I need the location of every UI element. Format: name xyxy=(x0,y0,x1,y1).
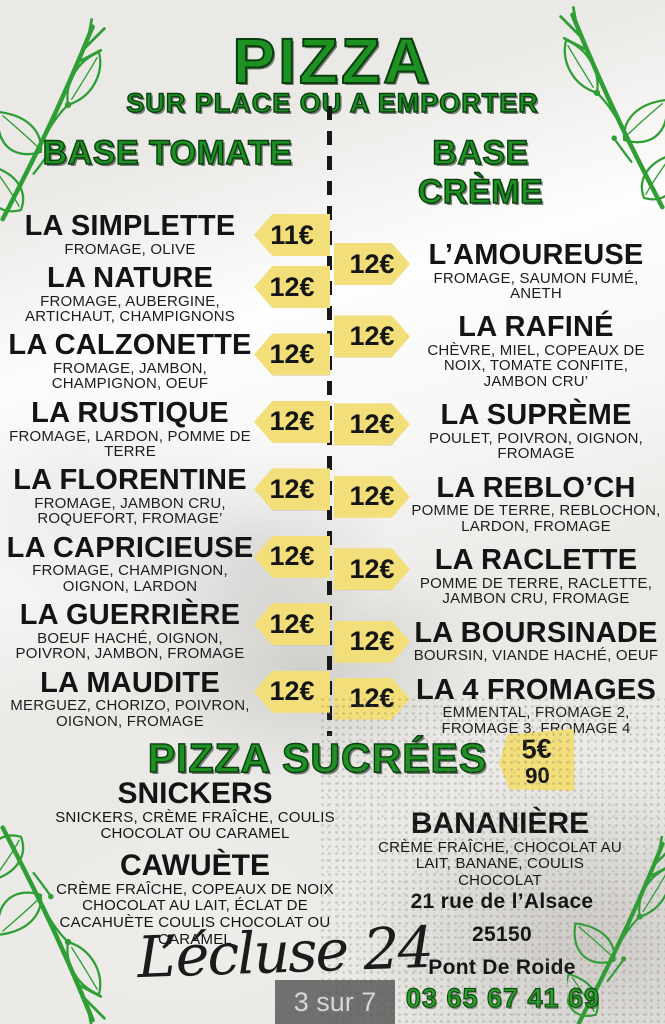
item-name: LA 4 FROMAGES xyxy=(416,673,656,706)
item-ingredients: EMMENTAL, FROMAGE 2, FROMAGE 3, FROMAGE … xyxy=(441,704,631,737)
price-badge: 12€ xyxy=(334,403,410,446)
price-badge: 12€ xyxy=(254,266,330,309)
menu-item: LA GUERRIÈRE BOEUF HACHÉ, OIGNON, POIVRON… xyxy=(6,601,330,661)
item-ingredients: POULET, POIVRON, OIGNON, FROMAGE xyxy=(428,429,643,463)
column-header-base-tomate: BASE TOMATE xyxy=(42,133,293,172)
item-ingredients: POMME DE TERRE, REBLOCHON, LARDON, FROMA… xyxy=(411,502,661,535)
item-ingredients: FROMAGE, CHAMPIGNON, OIGNON, LARDON xyxy=(32,562,228,595)
menu-item: LA SIMPLETTE FROMAGE, OLIVE 11€ xyxy=(6,210,330,258)
menu-item: 12€ LA REBLO’CH POMME DE TERRE, REBLOCHON… xyxy=(334,471,662,535)
price-badge: 12€ xyxy=(254,400,330,443)
item-name: LA MAUDITE xyxy=(40,666,220,699)
menu-item: 12€ LA RAFINÉ CHÈVRE, MIEL, COPEAUX DE NO… xyxy=(334,313,662,389)
sweet-price-badge: 5€ 90 xyxy=(498,729,576,794)
menu-item: LA CAPRICIEUSE FROMAGE, CHAMPIGNON, OIGNO… xyxy=(6,531,330,595)
item-ingredients: FROMAGE, SAUMON FUMÉ, ANETH xyxy=(433,269,639,303)
item-name: LA CAPRICIEUSE xyxy=(6,531,254,564)
address-block: 21 rue de l’Alsace 25150 Pont De Roide xyxy=(352,890,652,989)
price-badge: 12€ xyxy=(334,620,410,663)
logo-script: L’écluse 24 xyxy=(136,914,433,992)
item-ingredients: CHÈVRE, MIEL, COPEAUX DE NOIX, TOMATE CO… xyxy=(427,342,645,390)
item-name: LA NATURE xyxy=(46,262,214,295)
price-badge: 12€ xyxy=(334,243,410,285)
menu-item: LA CALZONETTE FROMAGE, JAMBON, CHAMPIGNON… xyxy=(6,329,330,393)
menu-item: 12€ LA BOURSINADE BOURSIN, VIANDE HACHÉ, … xyxy=(334,616,662,665)
item-name: LA REBLO’CH xyxy=(436,471,636,504)
menu-item: 12€ LA 4 FROMAGES EMMENTAL, FROMAGE 2, FR… xyxy=(334,673,662,737)
sweet-item: CAWUÈTE CRÈME FRAÎCHE, COPEAUX DE NOIX C… xyxy=(20,850,370,949)
address-line-2: 25150 xyxy=(472,923,532,946)
price-badge: 12€ xyxy=(334,677,410,720)
item-name: L’AMOUREUSE xyxy=(428,239,644,271)
price-badge: 12€ xyxy=(334,475,410,518)
item-ingredients: SNICKERS, CRÈME FRAÎCHE, COULIS CHOCOLAT… xyxy=(55,808,335,843)
price-badge: 12€ xyxy=(334,548,410,591)
page-title: PIZZA xyxy=(232,24,433,98)
sweet-price-cents: 90 xyxy=(524,762,551,788)
item-name: LA CALZONETTE xyxy=(8,329,252,362)
price-badge: 12€ xyxy=(254,333,330,376)
menu-item: LA FLORENTINE FROMAGE, JAMBON CRU, ROQUEF… xyxy=(6,464,330,528)
page-subtitle: SUR PLACE OU A EMPORTER xyxy=(126,87,539,118)
item-name: LA FLORENTINE xyxy=(13,464,247,497)
sweet-item: BANANIÈRE CRÈME FRAÎCHE, CHOCOLAT AU LAI… xyxy=(345,808,655,890)
address-line-1: 21 rue de l’Alsace xyxy=(410,890,594,913)
item-ingredients: FROMAGE, OLIVE xyxy=(64,240,196,258)
item-ingredients: FROMAGE, JAMBON, CHAMPIGNON, OEUF xyxy=(51,360,209,393)
column-header-base-creme: BASE CRÈME xyxy=(417,133,544,211)
price-badge: 12€ xyxy=(254,535,330,578)
price-badge: 12€ xyxy=(334,315,410,358)
item-name: LA BOURSINADE xyxy=(414,616,658,649)
sweet-item: SNICKERS SNICKERS, CRÈME FRAÎCHE, COULIS… xyxy=(20,778,370,843)
base-tomate-list: LA SIMPLETTE FROMAGE, OLIVE 11€ LA NATURE… xyxy=(6,210,330,736)
item-ingredients: CRÈME FRAÎCHE, COPEAUX DE NOIX CHOCOLAT … xyxy=(56,880,334,948)
sweet-price-euros: 5€ xyxy=(521,732,553,765)
item-ingredients: MERGUEZ, CHORIZO, POIVRON, OIGNON, FROMA… xyxy=(10,697,250,730)
menu-item: 12€ L’AMOUREUSE FROMAGE, SAUMON FUMÉ, ANE… xyxy=(334,239,662,303)
menu-item: 12€ LA RACLETTE POMME DE TERRE, RACLETTE,… xyxy=(334,546,662,606)
item-ingredients: FROMAGE, LARDON, POMME DE TERRE xyxy=(9,427,251,460)
item-name: LA RACLETTE xyxy=(434,544,638,577)
item-ingredients: BOEUF HACHÉ, OIGNON, POIVRON, JAMBON, FR… xyxy=(15,629,245,663)
item-name: LA RAFINÉ xyxy=(458,311,614,344)
price-badge: 11€ xyxy=(254,214,330,256)
item-ingredients: FROMAGE, JAMBON CRU, ROQUEFORT, FROMAGE’ xyxy=(34,494,226,528)
base-creme-list: 12€ L’AMOUREUSE FROMAGE, SAUMON FUMÉ, ANE… xyxy=(334,239,662,748)
item-name: SNICKERS xyxy=(117,777,273,810)
menu-item: LA NATURE FROMAGE, AUBERGINE, ARTICHAUT, … xyxy=(6,262,330,326)
item-ingredients: POMME DE TERRE, RACLETTE, JAMBON CRU, FR… xyxy=(419,574,653,608)
item-ingredients: BOURSIN, VIANDE HACHÉ, OEUF xyxy=(413,647,659,665)
sweet-section-header: PIZZA SUCRÉES xyxy=(147,734,488,781)
item-ingredients: FROMAGE, AUBERGINE, ARTICHAUT, CHAMPIGNO… xyxy=(25,292,235,326)
item-name: LA RUSTIQUE xyxy=(31,396,229,429)
item-name: CAWUÈTE xyxy=(120,849,270,883)
item-name: LA GUERRIÈRE xyxy=(19,599,241,632)
sweet-items-left: SNICKERS SNICKERS, CRÈME FRAÎCHE, COULIS… xyxy=(20,778,370,949)
watermark-pager: 3 sur 7 xyxy=(275,980,395,1024)
menu-item: LA RUSTIQUE FROMAGE, LARDON, POMME DE TER… xyxy=(6,396,330,460)
price-badge: 12€ xyxy=(254,603,330,646)
item-ingredients: CRÈME FRAÎCHE, CHOCOLAT AU LAIT, BANANE,… xyxy=(378,838,622,890)
price-badge: 12€ xyxy=(254,670,330,713)
item-name: BANANIÈRE xyxy=(410,807,590,840)
price-badge: 12€ xyxy=(254,468,330,511)
phone-number: 03 65 67 41 69 xyxy=(405,982,601,1013)
address-line-3: Pont De Roide xyxy=(428,956,576,979)
item-name: LA SUPRÈME xyxy=(440,399,632,432)
menu-item: LA MAUDITE MERGUEZ, CHORIZO, POIVRON, OIG… xyxy=(6,666,330,730)
menu-item: 12€ LA SUPRÈME POULET, POIVRON, OIGNON, F… xyxy=(334,399,662,463)
item-name: LA SIMPLETTE xyxy=(24,210,236,242)
sweet-items-right: BANANIÈRE CRÈME FRAÎCHE, CHOCOLAT AU LAI… xyxy=(345,808,655,890)
